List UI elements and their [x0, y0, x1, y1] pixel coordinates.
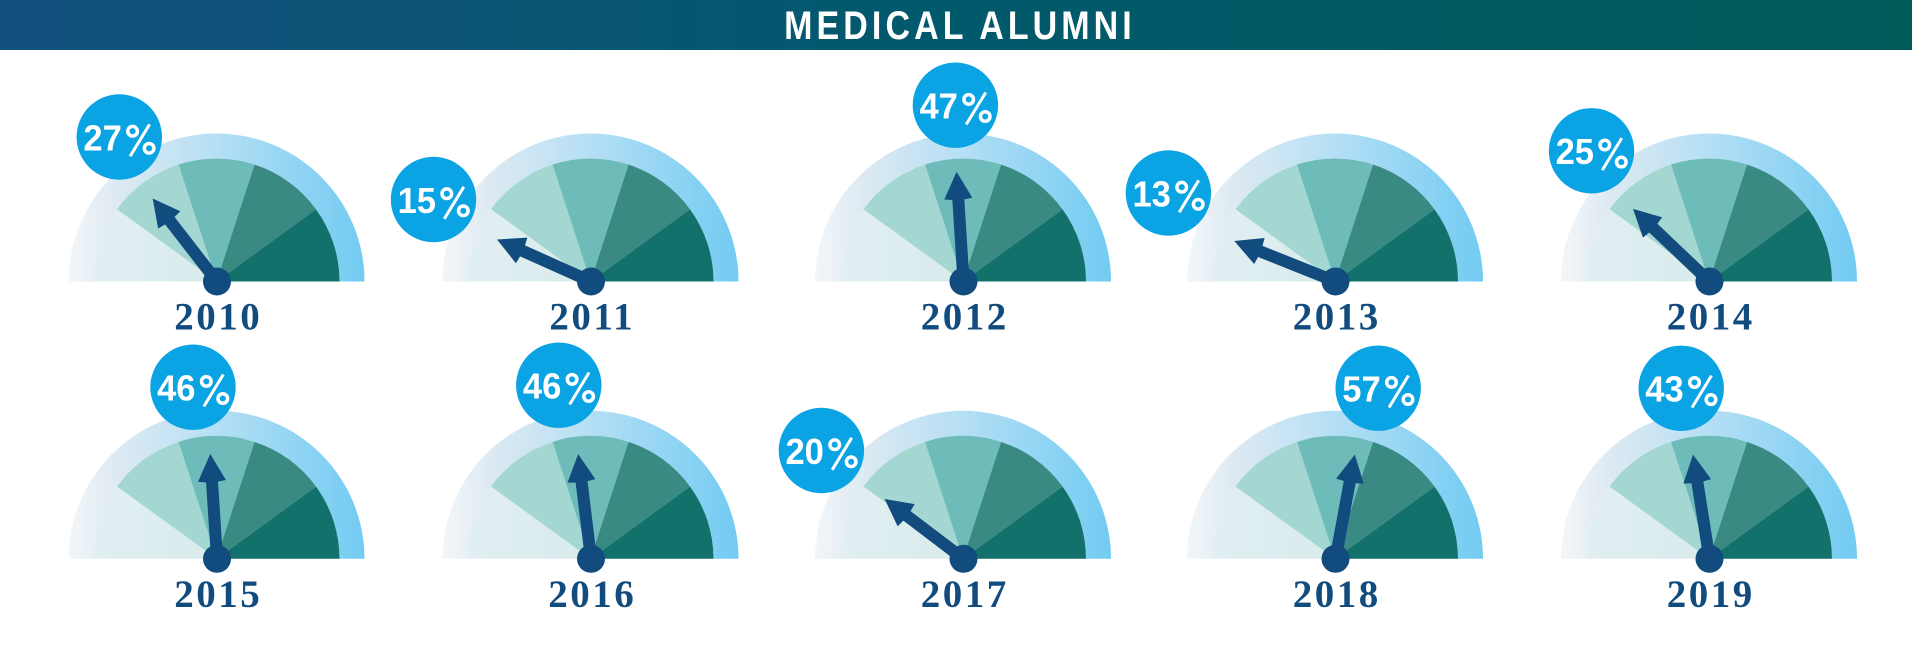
svg-text:20: 20 [785, 432, 823, 472]
svg-text:47: 47 [919, 87, 957, 127]
svg-text:2018: 2018 [1293, 573, 1381, 616]
svg-text:MEDICAL ALUMNI: MEDICAL ALUMNI [784, 2, 1136, 47]
svg-text:2013: 2013 [1293, 296, 1381, 339]
svg-text:27: 27 [83, 119, 121, 159]
svg-text:13: 13 [1132, 175, 1170, 215]
svg-text:2014: 2014 [1667, 296, 1755, 339]
svg-text:46: 46 [523, 367, 561, 407]
svg-text:2010: 2010 [174, 296, 262, 339]
svg-text:43: 43 [1645, 370, 1683, 410]
svg-text:2011: 2011 [549, 296, 635, 339]
svg-text:25: 25 [1556, 132, 1594, 172]
svg-text:2019: 2019 [1667, 573, 1755, 616]
svg-text:57: 57 [1342, 370, 1380, 410]
svg-text:2012: 2012 [921, 296, 1009, 339]
svg-text:2017: 2017 [921, 573, 1009, 616]
svg-text:46: 46 [157, 369, 195, 409]
svg-text:2016: 2016 [548, 573, 636, 616]
svg-text:15: 15 [398, 181, 436, 221]
svg-text:2015: 2015 [174, 573, 262, 616]
